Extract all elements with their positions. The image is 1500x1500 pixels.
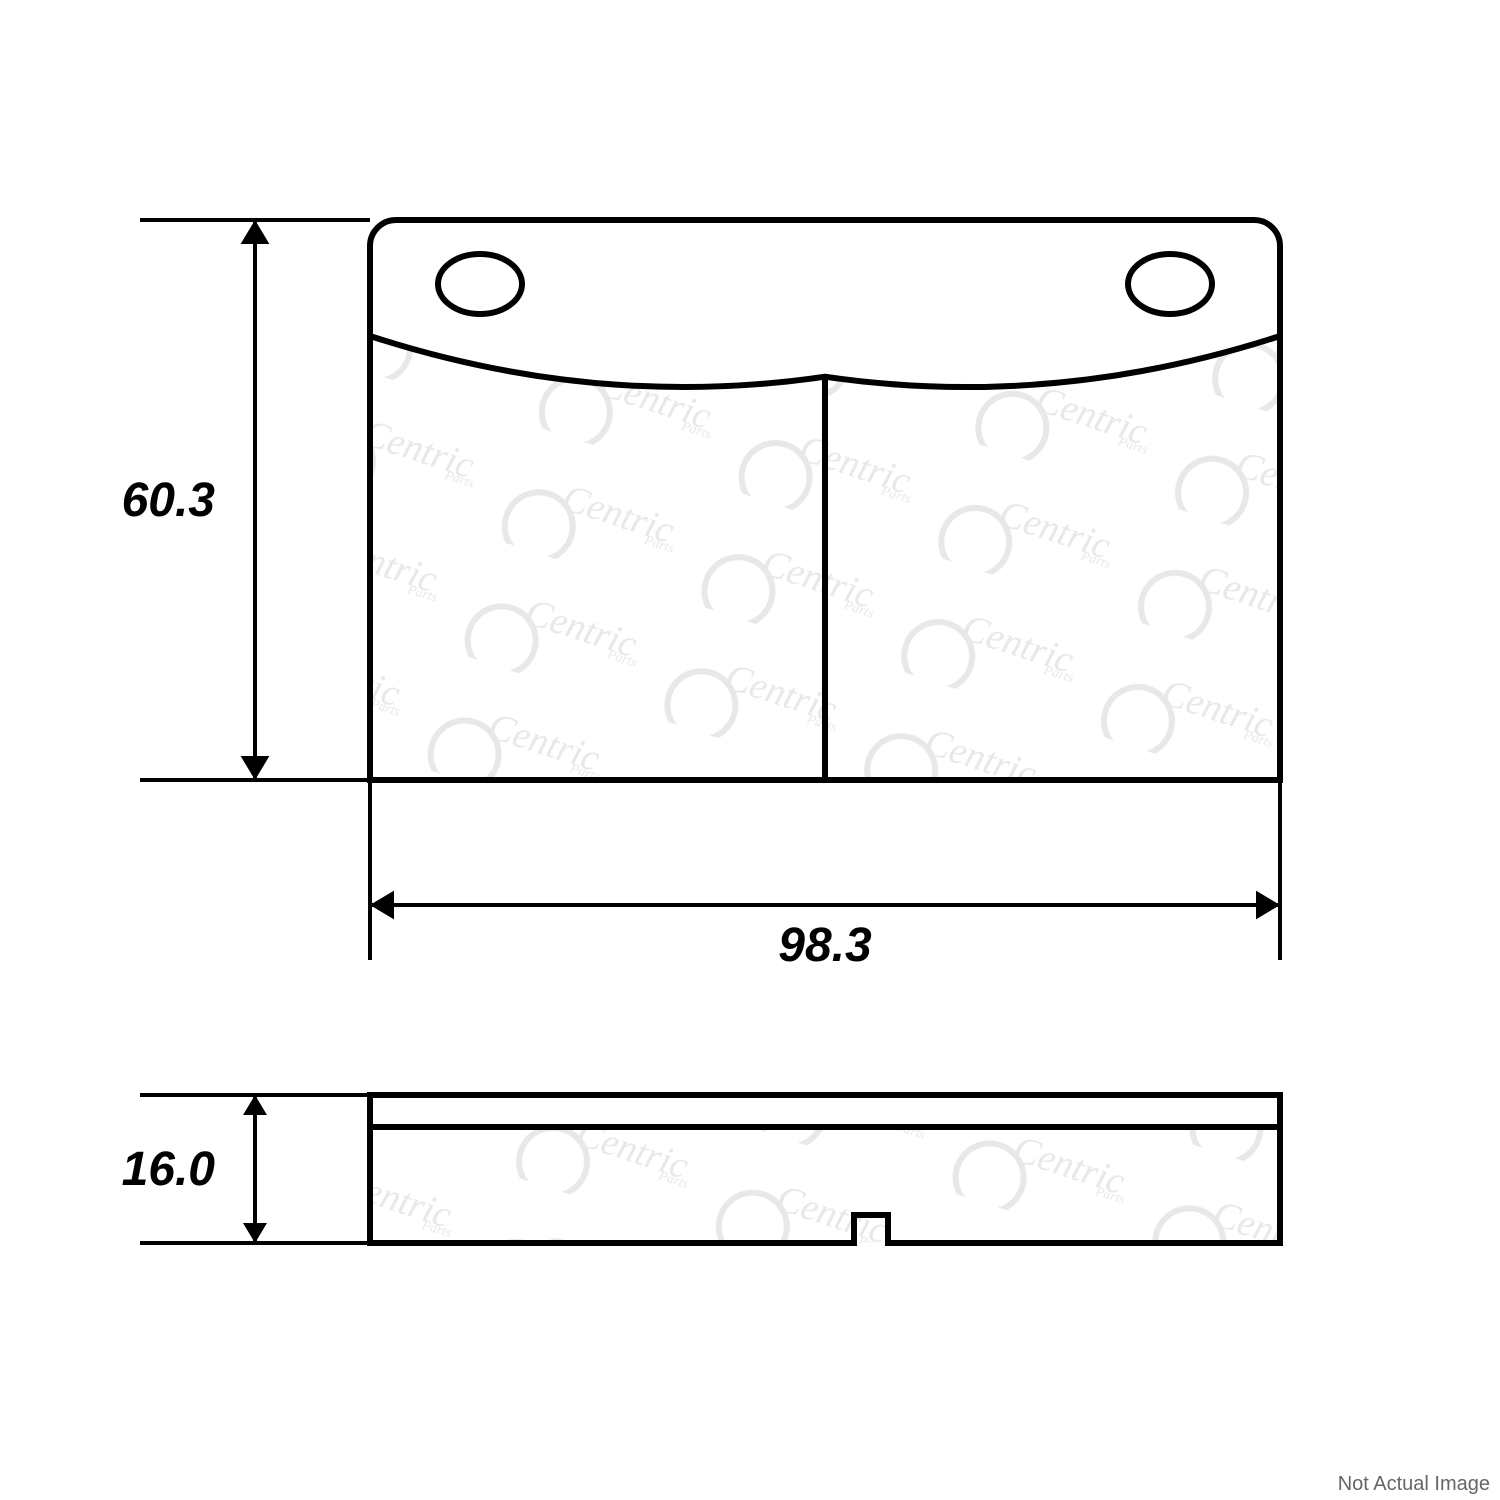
footer-disclaimer: Not Actual Image: [1338, 1473, 1490, 1495]
dim-thickness-label: 16.0: [122, 1143, 216, 1196]
backplate-side: [370, 1095, 1280, 1127]
diagram-stage: CentricParts60.398.316.0Not Actual Image: [0, 0, 1500, 1500]
top-view: [320, 170, 1330, 830]
dim-height-label: 60.3: [122, 474, 216, 527]
dim-width-label: 98.3: [778, 919, 872, 972]
mounting-hole-left: [438, 254, 522, 314]
diagram-svg: CentricParts60.398.316.0Not Actual Image: [0, 0, 1500, 1500]
side-view: [320, 1077, 1330, 1293]
mounting-hole-right: [1128, 254, 1212, 314]
